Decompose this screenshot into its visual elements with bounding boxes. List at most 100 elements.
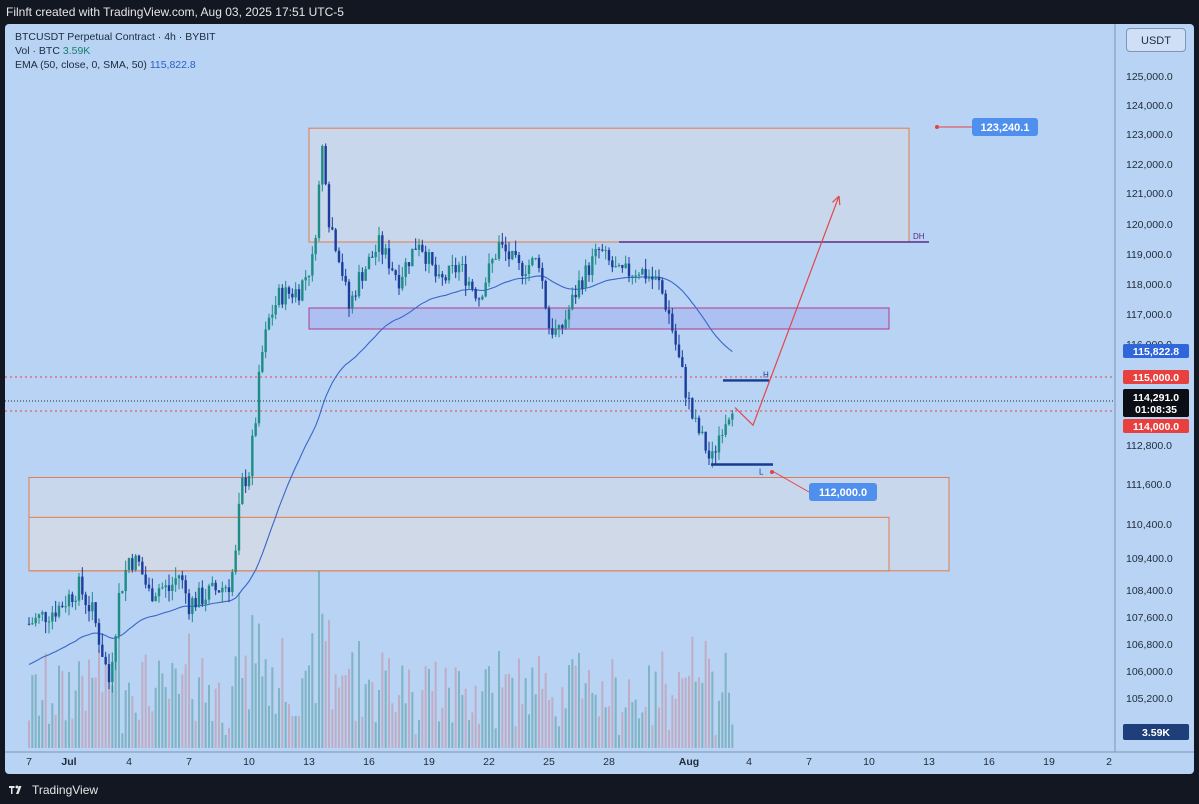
symbol-line[interactable]: BTCUSDT Perpetual Contract · 4h · BYBIT	[15, 31, 216, 43]
candle-body	[511, 250, 514, 260]
volume-bar	[204, 702, 207, 748]
volume-bar	[728, 692, 730, 748]
candle-body	[321, 145, 324, 185]
low-label: L	[759, 468, 764, 477]
candle-body	[274, 305, 277, 315]
candle-body	[277, 287, 281, 306]
chart-panel[interactable]: DH H L 123,240.1 112,000.0 125,000.0 124,000.…	[5, 24, 1194, 774]
volume-label: Vol · BTC	[15, 45, 60, 57]
volume-bar	[498, 651, 500, 748]
candle-body	[417, 244, 421, 250]
volume-bar	[454, 667, 457, 748]
price-tick-label: 125,000.0	[1126, 71, 1173, 83]
callout-box-low[interactable]	[809, 483, 877, 501]
brand-name[interactable]: TradingView	[32, 782, 99, 797]
volume-bar	[191, 699, 194, 748]
price-tick-label: 110,400.0	[1126, 519, 1172, 531]
candle-body	[527, 265, 531, 274]
zone-supply[interactable]	[308, 127, 910, 243]
volume-bar	[558, 726, 560, 748]
candle-body	[564, 319, 567, 329]
candle-body	[207, 585, 211, 600]
candle-body	[47, 621, 51, 623]
candle-body	[177, 575, 181, 579]
volume-bar	[58, 665, 60, 748]
volume-bar	[228, 727, 230, 748]
volume-bar	[198, 677, 200, 748]
level-badge-low[interactable]	[1123, 419, 1189, 433]
volume-bar	[244, 655, 247, 748]
volume-badge[interactable]	[1123, 724, 1189, 740]
candle-body	[611, 260, 614, 268]
candle-body	[507, 251, 511, 260]
price-tick-label: 118,000.0	[1126, 279, 1172, 291]
level-badge-high[interactable]	[1123, 370, 1189, 384]
candle-body	[221, 587, 224, 593]
candle-body	[84, 594, 87, 606]
volume-bar	[81, 675, 84, 748]
candle-body	[334, 229, 337, 251]
volume-bar	[634, 699, 637, 748]
candle-body	[181, 575, 184, 581]
volume-bar	[268, 705, 270, 748]
ema-price-badge[interactable]	[1123, 344, 1189, 358]
ema-legend[interactable]: EMA (50, close, 0, SMA, 50) 115,822.8	[15, 58, 216, 72]
volume-bar	[674, 698, 677, 748]
candle-body	[681, 357, 684, 368]
callout-dot	[770, 470, 774, 474]
candle-body	[514, 250, 517, 255]
volume-bar	[484, 669, 487, 748]
time-tick-label: 25	[543, 756, 555, 768]
projection-path[interactable]	[734, 195, 840, 427]
volume-bar	[588, 669, 590, 748]
candle-body	[711, 451, 714, 459]
price-axis[interactable]: 125,000.0 124,000.0 123,000.0 122,000.0 121,…	[1114, 24, 1189, 752]
volume-bar	[304, 670, 307, 748]
volume-bar	[481, 691, 484, 748]
volume-bar	[354, 720, 357, 748]
volume-bar	[448, 687, 450, 748]
high-label: H	[763, 370, 769, 379]
volume-bar	[101, 692, 104, 748]
time-tick-label: 19	[423, 756, 435, 768]
volume-bar	[311, 633, 314, 748]
last-price-badge[interactable]	[1123, 389, 1189, 417]
candle-body	[597, 249, 601, 251]
price-tick-label: 108,400.0	[1126, 585, 1173, 597]
tradingview-logo-icon[interactable]	[8, 784, 26, 796]
chart-canvas[interactable]: DH H L 123,240.1 112,000.0 125,000.0 124,000.…	[5, 24, 1194, 774]
candle-body	[621, 265, 624, 268]
candle-body	[547, 308, 551, 329]
volume-bar	[488, 666, 490, 748]
candle-body	[381, 235, 384, 255]
volume-bar	[301, 678, 304, 748]
candle-body	[324, 145, 327, 185]
candle-body	[561, 325, 564, 329]
volume-bar	[694, 681, 697, 748]
drawings-layer[interactable]: DH H L 123,240.1 112,000.0	[619, 118, 1038, 501]
callout-box-high[interactable]	[972, 118, 1038, 137]
time-axis[interactable]: 7 Jul 4 7 10 13 16 19 22 25 28 Aug 4 7 10 13 16 19 2	[5, 751, 1194, 768]
zone-mid[interactable]	[308, 307, 890, 330]
volume-bar	[631, 701, 634, 748]
candle-body	[347, 281, 351, 309]
time-tick-label: 10	[863, 756, 875, 768]
zone-demand-inner[interactable]	[28, 516, 890, 572]
volume-bar	[248, 709, 250, 748]
candle-body	[554, 328, 557, 335]
candle-body	[494, 258, 497, 260]
currency-button[interactable]: USDT	[1126, 28, 1186, 52]
volume-legend[interactable]: Vol · BTC 3.59K	[15, 44, 216, 58]
candle-body	[354, 295, 357, 297]
volume-bar	[434, 661, 437, 748]
volume-bar	[264, 659, 267, 748]
volume-bar	[111, 685, 114, 748]
candle-body	[81, 576, 84, 595]
candle-body	[474, 288, 477, 299]
candle-body	[421, 244, 424, 252]
ema-line[interactable]	[28, 275, 733, 665]
candle-body	[97, 623, 101, 645]
volume-bar	[288, 704, 290, 748]
candle-body	[607, 250, 611, 261]
candle-body	[517, 254, 521, 263]
